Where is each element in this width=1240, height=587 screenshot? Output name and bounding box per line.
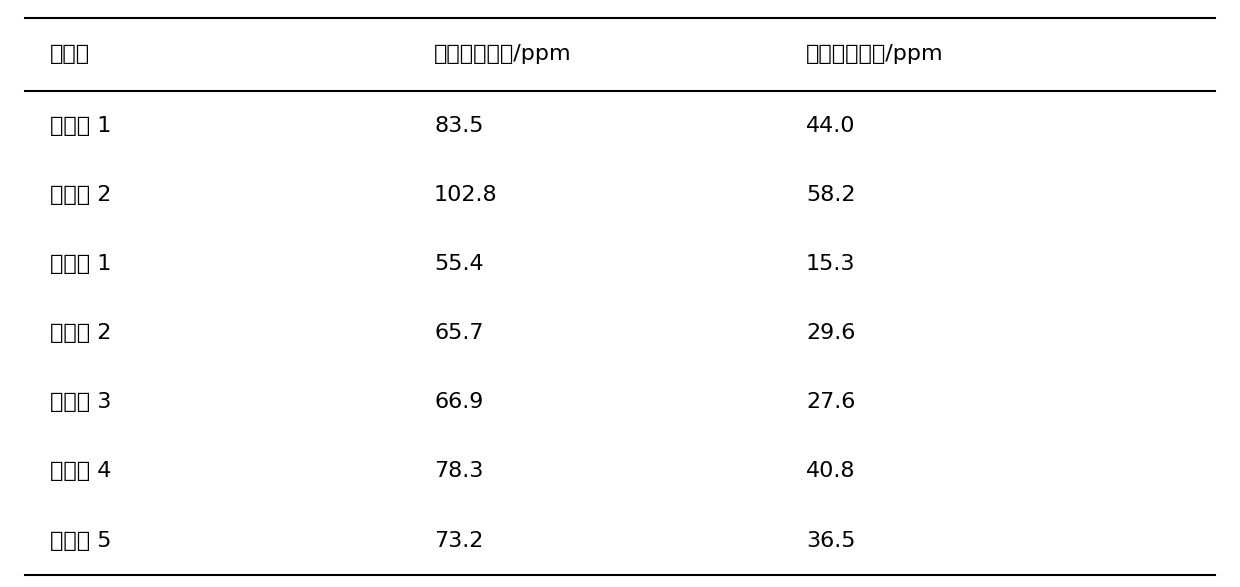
Text: 产品油氮含量/ppm: 产品油氮含量/ppm: [806, 44, 944, 65]
Text: 对比例 2: 对比例 2: [50, 185, 110, 205]
Text: 27.6: 27.6: [806, 392, 856, 412]
Text: 44.0: 44.0: [806, 116, 856, 136]
Text: 实施例 1: 实施例 1: [50, 254, 110, 274]
Text: 66.9: 66.9: [434, 392, 484, 412]
Text: 实施例 5: 实施例 5: [50, 531, 112, 551]
Text: 36.5: 36.5: [806, 531, 856, 551]
Text: 实施例 4: 实施例 4: [50, 461, 110, 481]
Text: 58.2: 58.2: [806, 185, 856, 205]
Text: 65.7: 65.7: [434, 323, 484, 343]
Text: 102.8: 102.8: [434, 185, 497, 205]
Text: 83.5: 83.5: [434, 116, 484, 136]
Text: 78.3: 78.3: [434, 461, 484, 481]
Text: 29.6: 29.6: [806, 323, 856, 343]
Text: 实施例 3: 实施例 3: [50, 392, 110, 412]
Text: 实施例 2: 实施例 2: [50, 323, 110, 343]
Text: 15.3: 15.3: [806, 254, 856, 274]
Text: 产品油硫含量/ppm: 产品油硫含量/ppm: [434, 44, 572, 65]
Text: 55.4: 55.4: [434, 254, 484, 274]
Text: 73.2: 73.2: [434, 531, 484, 551]
Text: 催化剂: 催化剂: [50, 44, 89, 65]
Text: 对比例 1: 对比例 1: [50, 116, 110, 136]
Text: 40.8: 40.8: [806, 461, 856, 481]
